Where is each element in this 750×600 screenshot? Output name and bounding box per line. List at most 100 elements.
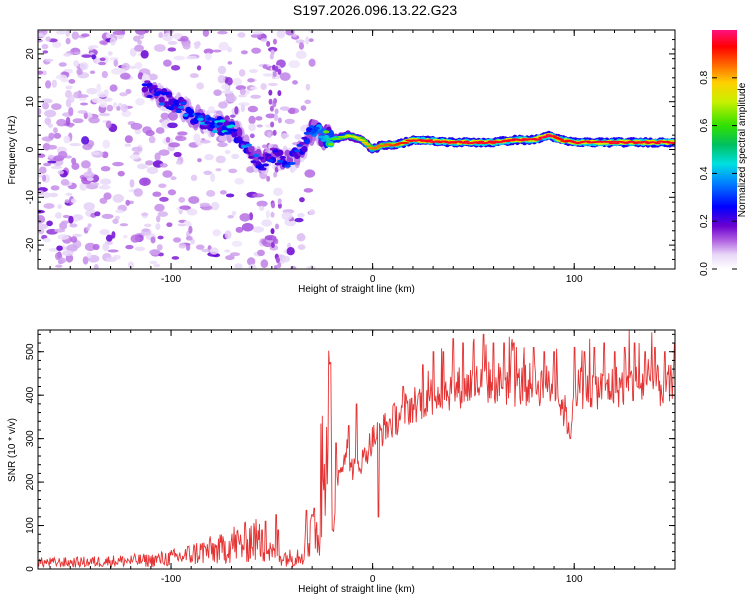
- noise-blob: [252, 31, 264, 35]
- noise-blob: [99, 101, 108, 108]
- spectral-ridge-cell: [182, 113, 190, 117]
- noise-blob: [277, 68, 282, 75]
- noise-blob: [297, 244, 306, 251]
- noise-blob: [46, 220, 53, 227]
- noise-blob: [182, 42, 191, 50]
- noise-blob: [99, 57, 106, 62]
- noise-blob: [299, 197, 305, 203]
- noise-blob: [56, 245, 63, 251]
- noise-blob: [42, 192, 51, 199]
- spectral-ridge-cell: [209, 117, 216, 121]
- noise-blob: [154, 203, 165, 212]
- spectral-ridge-cell: [335, 138, 342, 140]
- noise-blob: [105, 257, 117, 263]
- colorbar-tick-label: 0.6: [699, 118, 710, 132]
- noise-blob: [38, 70, 44, 75]
- noise-blob: [247, 105, 259, 113]
- noise-blob: [41, 174, 47, 182]
- noise-blob: [225, 94, 237, 103]
- noise-blob: [177, 131, 188, 136]
- spectral-ridge-cell: [477, 140, 485, 143]
- noise-blob: [54, 228, 66, 233]
- noise-blob: [173, 55, 186, 61]
- noise-blob: [47, 154, 55, 159]
- spectral-ridge-cell: [284, 164, 291, 168]
- noise-blob: [117, 170, 125, 177]
- noise-blob: [99, 178, 112, 185]
- noise-blob: [47, 144, 58, 150]
- spectral-ridge-cell: [262, 163, 269, 167]
- noise-blob: [209, 247, 219, 255]
- spectral-ridge-cell: [381, 144, 388, 147]
- noise-blob: [79, 182, 88, 191]
- spectral-ridge-cell: [187, 114, 194, 118]
- noise-blob: [90, 182, 100, 186]
- noise-blob: [89, 70, 96, 75]
- noise-blob: [205, 52, 212, 61]
- noise-blob: [282, 255, 291, 263]
- noise-blob: [71, 157, 77, 165]
- noise-blob: [57, 234, 70, 240]
- spectral-ridge-cell: [402, 142, 410, 144]
- snr-panel: -100 0 100 0 100 200 300 400 500 Height of strai…: [7, 329, 676, 595]
- spectral-ridge-cell: [144, 80, 151, 84]
- spectral-ridge-cell: [238, 140, 245, 144]
- noise-blob: [250, 86, 258, 90]
- noise-blob: [158, 149, 170, 156]
- noise-blob: [206, 189, 216, 197]
- spectral-ridge-cell: [608, 142, 615, 145]
- noise-blob: [68, 215, 74, 224]
- noise-blob: [183, 220, 191, 224]
- noise-blob: [249, 133, 255, 139]
- noise-blob: [208, 105, 215, 114]
- noise-blob: [277, 262, 282, 269]
- noise-blob: [272, 71, 277, 78]
- noise-blob: [141, 212, 149, 216]
- noise-blob: [218, 135, 229, 142]
- noise-blob: [268, 89, 273, 96]
- noise-blob: [43, 203, 55, 209]
- noise-blob: [42, 102, 50, 110]
- noise-blob: [82, 256, 89, 265]
- noise-blob: [134, 246, 146, 252]
- noise-blob: [224, 230, 232, 240]
- noise-blob: [294, 217, 304, 223]
- noise-blob: [167, 111, 178, 121]
- noise-blob: [65, 192, 73, 196]
- noise-blob: [57, 204, 63, 209]
- spectral-ridge-cell: [545, 134, 553, 136]
- spectral-ridge-cell: [252, 153, 260, 158]
- spectral-ridge-cell: [248, 155, 255, 159]
- spectral-ridge-cell: [427, 139, 434, 142]
- noise-blob: [82, 143, 93, 151]
- noise-blob: [273, 264, 278, 269]
- noise-blob: [129, 154, 141, 160]
- noise-blob: [300, 105, 307, 111]
- spectral-ridge-cell: [519, 139, 526, 142]
- spectral-ridge-cell: [211, 129, 219, 134]
- noise-blob: [279, 72, 291, 81]
- spectral-ridge-cell: [204, 121, 211, 125]
- noise-blob: [174, 135, 187, 142]
- noise-blob: [42, 237, 51, 243]
- noise-blob: [197, 158, 202, 163]
- noise-blob: [140, 50, 149, 59]
- noise-blob: [289, 220, 296, 227]
- spectral-ridge-cell: [325, 137, 332, 141]
- colorbar-ticks: 0.0 0.2 0.4 0.6 0.8: [699, 70, 737, 276]
- noise-blob: [139, 177, 151, 186]
- snr-plot-area: [38, 330, 675, 569]
- spectral-ridge-cell: [185, 108, 192, 112]
- spectral-ridge-cell: [151, 84, 158, 89]
- noise-blob: [112, 194, 125, 203]
- spectral-ridge-cell: [327, 142, 335, 146]
- noise-blob: [265, 113, 276, 119]
- noise-blob: [88, 116, 100, 124]
- noise-blob: [160, 112, 170, 120]
- noise-blob: [291, 33, 297, 38]
- noise-blob: [53, 132, 62, 139]
- noise-blob: [141, 228, 150, 232]
- noise-blob: [73, 60, 80, 68]
- noise-blob: [309, 30, 315, 34]
